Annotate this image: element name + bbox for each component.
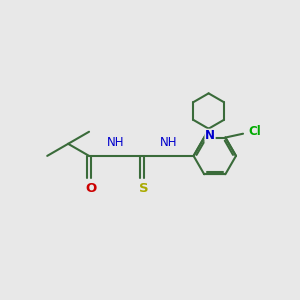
Text: NH: NH	[107, 136, 124, 149]
Text: N: N	[205, 129, 215, 142]
Text: O: O	[85, 182, 96, 194]
Text: NH: NH	[160, 136, 177, 149]
Text: S: S	[139, 182, 148, 194]
Text: Cl: Cl	[248, 125, 261, 138]
